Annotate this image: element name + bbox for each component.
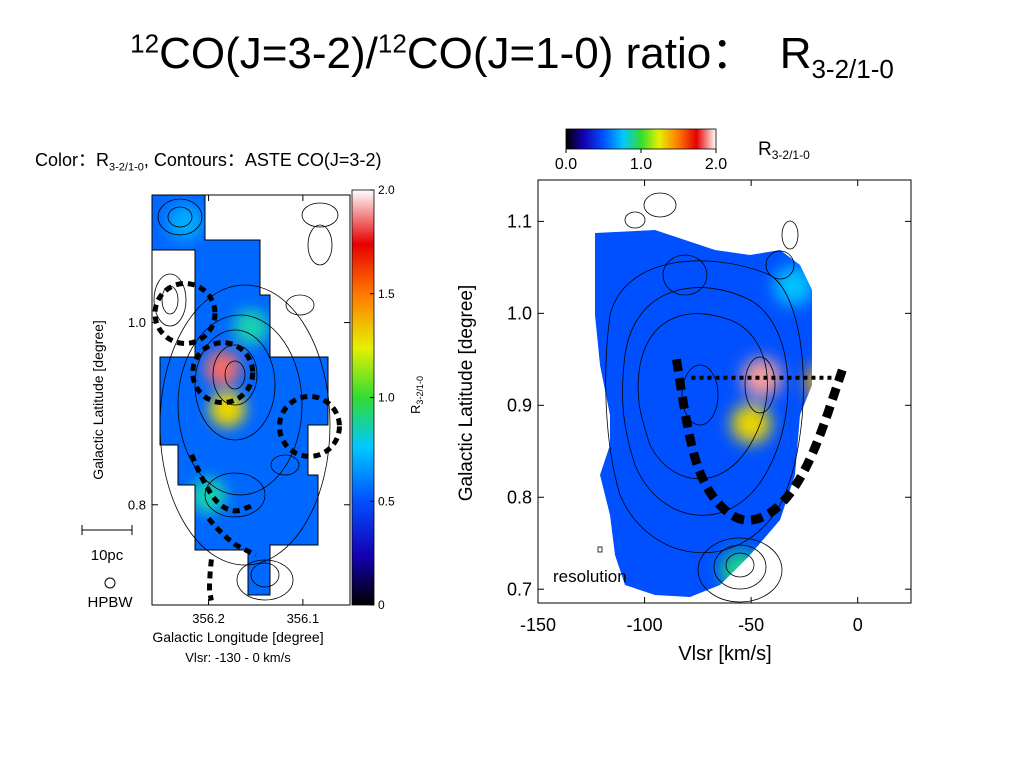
left-contours: [153, 198, 339, 601]
beam-circle: [104, 577, 116, 589]
right-colorbar-label: R3-2/1-0: [758, 139, 810, 162]
left-cbar-tick-label: 0.5: [378, 494, 395, 508]
right-xtick-label: -50: [738, 615, 764, 635]
right-hotspot: [731, 403, 772, 444]
right-ytick-label: 1.1: [507, 212, 532, 232]
left-xlabel: Galactic Longitude [degree]: [152, 629, 323, 645]
right-xlabel: Vlsr [km/s]: [678, 643, 771, 665]
right-ytick-label: 0.8: [507, 488, 532, 508]
left-cbar-tick-label: 2.0: [378, 183, 395, 197]
left-dashed-circle: [152, 280, 218, 346]
right-ylabel: Galactic Latitude [degree]: [456, 285, 477, 502]
left-markers: [152, 280, 342, 601]
right-xtick-label: 0: [853, 615, 863, 635]
right-hotspot: [773, 265, 812, 306]
resolution-beam: [597, 546, 603, 553]
right-xtick-label: -100: [627, 615, 663, 635]
left-xtick-label: 356.2: [192, 611, 225, 626]
left-hotspot: [204, 350, 241, 387]
left-ytick-label: 1.0: [128, 315, 146, 330]
right-contours: [605, 192, 804, 603]
left-colorbar-label: R3-2/1-0: [408, 376, 425, 414]
left-dashed-arc: [189, 453, 255, 514]
right-cbar-tick-label: 0.0: [555, 156, 577, 173]
left-ylabel: Galactic Latitude [degree]: [90, 320, 106, 480]
left-chart-caption: Color：R3-2/1-0, Contours：ASTE CO(J=3-2): [35, 150, 382, 174]
beam-label: HPBW: [88, 594, 134, 611]
left-dashed-circle: [190, 340, 256, 406]
left-cbar-tick-label: 1.0: [378, 391, 395, 405]
left-cbar-tick-label: 0: [378, 598, 385, 612]
slide-title: 12CO(J=3-2)/12CO(J=1-0) ratio： R3-2/1-0: [130, 28, 894, 84]
resolution-label: resolution: [553, 567, 627, 586]
left-dashed-path: [206, 516, 257, 558]
right-colorbar: [565, 128, 717, 150]
left-hotspot: [190, 477, 227, 514]
right-pv-diagram: -150 -100 -50 0 1.1 1.0 0.9 0.8 0.7 resolution 0…: [456, 128, 912, 665]
scalebar-label: 10pc: [91, 547, 124, 564]
left-xtick-label: 356.1: [287, 611, 320, 626]
left-ratio-map: 356.2 356.11.00.8 00.51.01.52.0 R3-2/1-0 …: [81, 183, 425, 665]
left-footnote: Vlsr: -130 - 0 km/s: [185, 650, 291, 665]
left-cbar-tick-label: 1.5: [378, 287, 395, 301]
left-map-outline: [151, 194, 329, 596]
right-ytick-label: 0.9: [507, 396, 532, 416]
right-ytick-label: 0.7: [507, 580, 532, 600]
right-cbar-tick-label: 2.0: [705, 156, 727, 173]
right-ytick-label: 1.0: [507, 304, 532, 324]
left-dashed-path: [207, 559, 214, 601]
left-hotspot: [233, 309, 269, 346]
left-ytick-label: 0.8: [128, 497, 146, 512]
right-cbar-tick-label: 1.0: [630, 156, 652, 173]
right-xtick-label: -150: [520, 615, 556, 635]
right-markers: [672, 358, 848, 525]
right-dashed-u-curve: [672, 358, 848, 525]
